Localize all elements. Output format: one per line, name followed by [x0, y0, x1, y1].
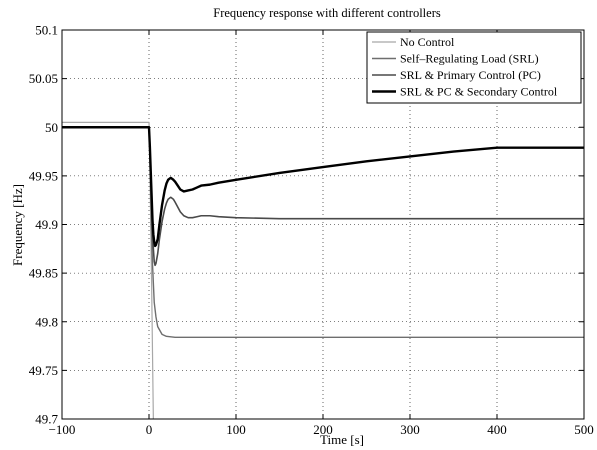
legend-entry: SRL & PC & Secondary Control	[400, 85, 558, 99]
x-tick-label: 100	[226, 422, 246, 437]
y-tick-label: 49.75	[29, 363, 58, 378]
y-tick-label: 49.85	[29, 266, 58, 281]
legend-entry: SRL & Primary Control (PC)	[400, 68, 541, 82]
x-tick-label: 0	[146, 422, 153, 437]
y-tick-label: 49.9	[35, 217, 58, 232]
legend: No Control Self–Regulating Load (SRL) SRL …	[366, 31, 582, 104]
x-tick-label: −100	[49, 422, 76, 437]
legend-entry: No Control	[400, 35, 455, 49]
series-lines	[62, 121, 584, 420]
x-tick-label: 400	[487, 422, 507, 437]
x-axis-label: Time [s]	[320, 432, 364, 447]
y-tick-label: 49.95	[29, 168, 58, 183]
y-tick-label: 49.7	[35, 412, 58, 427]
y-tick-label: 50.1	[35, 23, 58, 38]
series-line-1	[62, 121, 154, 420]
x-tick-label: 300	[400, 422, 420, 437]
chart-title: Frequency response with different contro…	[213, 6, 441, 20]
y-axis-label: Frequency [Hz]	[10, 184, 25, 266]
y-tick-label: 50	[45, 120, 58, 135]
legend-box	[366, 31, 582, 104]
y-tick-label: 50.05	[29, 71, 58, 86]
y-tick-label: 49.8	[35, 314, 58, 329]
x-tick-label: 200	[313, 422, 333, 437]
x-tick-label: 500	[574, 422, 594, 437]
series-line-4	[62, 126, 584, 248]
axis-ticks: −100 0 100 200 300 400 500 49.7 49.75 49.8 49.85 49…	[29, 23, 594, 438]
legend-entry: Self–Regulating Load (SRL)	[400, 52, 539, 66]
